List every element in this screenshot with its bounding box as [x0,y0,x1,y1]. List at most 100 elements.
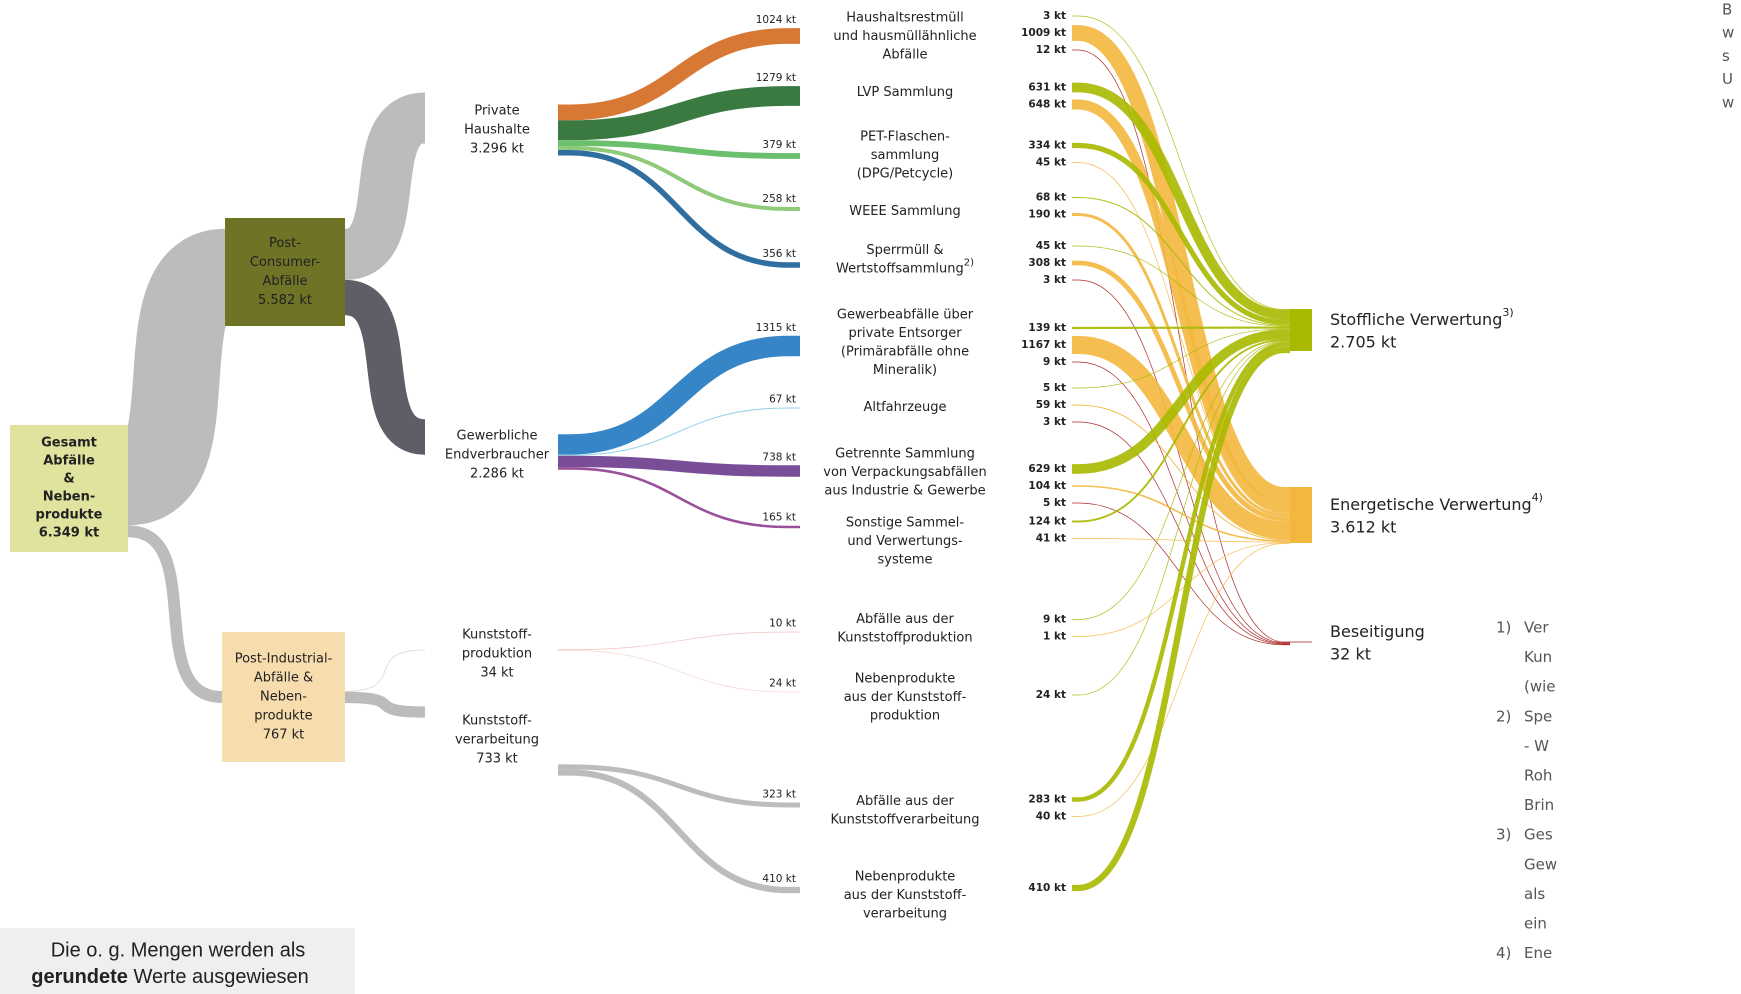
output-value: 45 kt [1036,157,1066,169]
collection-value: 379 kt [762,139,796,151]
output-value: 24 kt [1036,689,1066,701]
output-value: 308 kt [1028,257,1066,269]
label-line: Kunststoff- [462,714,532,729]
flow [1072,142,1290,325]
flow [558,769,800,894]
flow [558,650,800,693]
destination-bar [1290,487,1312,543]
label-line: 34 kt [480,666,513,681]
flow [1072,361,1290,644]
output-value: 40 kt [1036,811,1066,823]
output-value: 1009 kt [1021,27,1066,39]
collection-name: Sperrmüll & [866,242,943,257]
output-value: 1 kt [1043,631,1066,643]
label-line: 3.296 kt [470,142,524,157]
note-line: Die o. g. Mengen werden als [51,939,306,961]
flow [1072,162,1290,514]
flow [1072,339,1290,523]
root-node [10,425,128,552]
collection-name-text: aus der Kunststoff- [844,690,967,705]
collection-name-text: Sperrmüll & [866,242,943,257]
flow [1072,329,1290,474]
collection-value: 165 kt [762,512,796,524]
label-line: Consumer- [250,255,320,270]
output-value: 68 kt [1036,192,1066,204]
collection-name: aus der Kunststoff- [844,690,967,705]
flow [1072,538,1290,543]
footnote-line: Gew [1524,855,1557,873]
collection-name: Wertstoffsammlung2) [836,257,974,276]
collection-name: Kunststoffproduktion [837,630,972,645]
flow [558,150,800,268]
collection-name-text: aus der Kunststoff- [844,888,967,903]
output-value: 283 kt [1028,794,1066,806]
collection-name-text: systeme [878,552,933,567]
label-line: & [63,472,74,487]
label-line: Haushalte [464,123,530,138]
collection-name: und hausmüllähnliche [833,29,976,44]
collection-value: 67 kt [769,393,796,405]
output-value: 410 kt [1028,882,1066,894]
output-value: 648 kt [1028,99,1066,111]
flow [1072,421,1290,645]
flow [1072,49,1290,643]
collection-name-text: PET-Flaschen- [860,129,950,144]
flow [1072,340,1290,620]
collection-name: Abfälle aus der [856,611,954,626]
destination-bar [1290,309,1312,351]
collection-name: Gewerbeabfälle über [837,307,974,322]
corner-text: U [1722,70,1733,88]
output-value: 12 kt [1036,44,1066,56]
label-line: 733 kt [476,752,518,767]
label-line: 5.582 kt [258,293,312,308]
collection-name: Nebenprodukte [855,869,956,884]
label-line: verarbeitung [455,733,539,748]
collection-name: von Verpackungsabfällen [823,465,986,480]
output-value: 9 kt [1043,356,1066,368]
collection-value: 258 kt [762,193,796,205]
footnote-line: Kun [1524,648,1552,666]
destination-total: 2.705 kt [1330,333,1396,352]
label-line: Abfälle & [254,671,313,686]
collection-value: 1024 kt [756,14,796,26]
flow [342,279,428,455]
label-line: 2.286 kt [470,467,524,482]
footnote-line: (wie [1524,678,1556,696]
footnote-number: 3) [1496,826,1511,844]
label-line: Neben- [260,690,307,705]
output-value: 1167 kt [1021,339,1066,351]
footnote-number: 4) [1496,944,1511,962]
collection-name: (DPG/Petcycle) [857,166,954,181]
collection-name-text: (DPG/Petcycle) [857,166,954,181]
label-line: Post-Industrial- [235,652,333,667]
destination-bar [1290,641,1312,643]
flow [1072,213,1290,517]
collection-name-text: LVP Sammlung [857,85,954,100]
collection-value: 738 kt [762,451,796,463]
output-value: 190 kt [1028,209,1066,221]
collection-name: private Entsorger [848,325,962,340]
output-value: 3 kt [1043,10,1066,22]
destination-name: Stoffliche Verwertung3) [1330,306,1514,329]
output-value: 139 kt [1028,322,1066,334]
footnote-line: ein [1524,915,1547,933]
footnote-ref: 4) [1532,491,1543,504]
label-line: Abfälle [263,274,308,289]
collection-name-text: Nebenprodukte [855,869,956,884]
flow [344,691,426,718]
destination-name: Energetische Verwertung4) [1330,491,1543,514]
collection-name-text: verarbeitung [863,906,947,921]
collection-name: Sonstige Sammel- [846,515,964,530]
collection-value: 10 kt [769,618,796,630]
collection-name: (Primärabfälle ohne [841,344,969,359]
collection-name-text: und hausmüllähnliche [833,29,976,44]
collection-name: produktion [870,708,940,723]
flow [119,228,234,526]
flow [558,140,800,159]
collection-name-text: Abfälle aus der [856,611,954,626]
flow [558,146,800,211]
flow [344,649,426,692]
collection-name-text: Getrennte Sammlung [835,446,975,461]
flow [1072,335,1290,540]
